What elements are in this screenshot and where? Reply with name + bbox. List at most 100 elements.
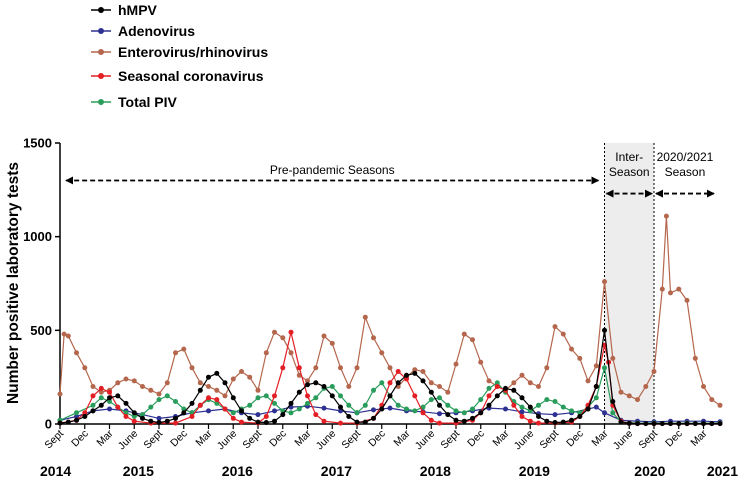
data-point (313, 380, 319, 386)
x-tick-label: Dec (366, 428, 388, 450)
data-point (263, 420, 269, 425)
data-point (503, 385, 508, 391)
data-point (123, 410, 129, 416)
legend-label: Adenovirus (118, 23, 195, 39)
data-point (288, 410, 294, 416)
data-point (404, 372, 409, 378)
x-tick-label: Sept (636, 428, 660, 452)
y-tick-label: 1500 (23, 136, 52, 151)
data-point (717, 402, 723, 408)
x-tick-label: Mar (193, 427, 215, 449)
data-point (470, 415, 475, 421)
data-point (461, 410, 467, 416)
year-label: 2014 (40, 463, 71, 479)
x-tick-label: Sept (438, 428, 462, 452)
data-point (453, 408, 459, 414)
legend-marker (98, 49, 104, 55)
data-point (263, 414, 269, 419)
data-point (313, 365, 319, 371)
data-point (635, 421, 640, 427)
data-point (387, 393, 393, 399)
data-point (486, 385, 492, 391)
data-point (552, 412, 558, 418)
year-label: 2016 (222, 463, 253, 479)
data-point (692, 421, 698, 427)
data-point (346, 384, 352, 389)
data-point (552, 399, 558, 404)
x-tick-label: Mar (94, 427, 116, 449)
legend-label: hMPV (118, 2, 158, 18)
data-point (412, 367, 418, 373)
data-point (602, 279, 607, 285)
data-point (519, 409, 525, 415)
data-point (329, 340, 335, 346)
data-point (371, 387, 376, 393)
data-point (65, 419, 71, 425)
data-point (412, 370, 418, 376)
data-point (428, 417, 434, 423)
data-point (296, 406, 302, 412)
legend: hMPV Adenovirus Enterovirus/rhinovirus Seas… (91, 2, 268, 110)
x-tick-label: Sept (141, 428, 165, 452)
data-point (437, 395, 442, 401)
data-point (618, 419, 624, 425)
data-point (527, 380, 533, 386)
data-point (206, 408, 211, 414)
data-point (263, 393, 269, 399)
data-point (626, 393, 632, 399)
data-point (445, 412, 451, 418)
data-point (140, 415, 145, 421)
data-point (131, 418, 137, 424)
data-point (305, 400, 310, 406)
data-point (107, 389, 112, 395)
data-point (148, 387, 154, 393)
data-point (692, 355, 698, 361)
period-label: Inter- (615, 150, 643, 164)
data-point (395, 369, 401, 374)
data-point (230, 376, 236, 382)
data-point (222, 380, 228, 386)
legend-marker (98, 99, 104, 105)
data-point (437, 402, 442, 408)
data-point (420, 369, 426, 374)
data-point (610, 355, 616, 361)
data-point (107, 406, 112, 412)
data-point (346, 402, 352, 408)
data-point (247, 374, 253, 380)
data-point (329, 393, 335, 399)
year-label: 2018 (420, 463, 451, 479)
data-point (98, 395, 104, 401)
data-point (544, 365, 550, 371)
x-tick-label: Sept (240, 428, 264, 452)
data-point (577, 355, 583, 361)
data-point (222, 406, 228, 412)
data-point (585, 378, 591, 384)
data-point (494, 393, 500, 399)
data-point (362, 402, 368, 408)
data-point (395, 402, 401, 408)
data-point (717, 421, 723, 427)
data-point (255, 395, 261, 401)
data-point (470, 337, 475, 343)
period-label: Pre-pandemic Seasons (270, 163, 395, 177)
data-point (379, 350, 385, 356)
data-point (511, 380, 517, 386)
data-point (338, 404, 343, 410)
data-point (387, 380, 393, 386)
period-label: 2020/2021 (657, 150, 714, 164)
data-point (684, 421, 690, 427)
data-point (503, 406, 508, 412)
data-point (626, 420, 632, 426)
data-point (486, 393, 492, 399)
data-point (173, 420, 178, 426)
data-point (296, 365, 302, 371)
data-point (272, 400, 277, 406)
data-point (189, 400, 195, 406)
x-tick-label: Sept (339, 428, 363, 452)
data-point (527, 408, 533, 414)
data-point (428, 389, 434, 395)
data-point (494, 384, 500, 389)
series-line (59, 405, 721, 423)
x-tick-label: Dec (564, 428, 586, 450)
data-point (593, 404, 599, 410)
